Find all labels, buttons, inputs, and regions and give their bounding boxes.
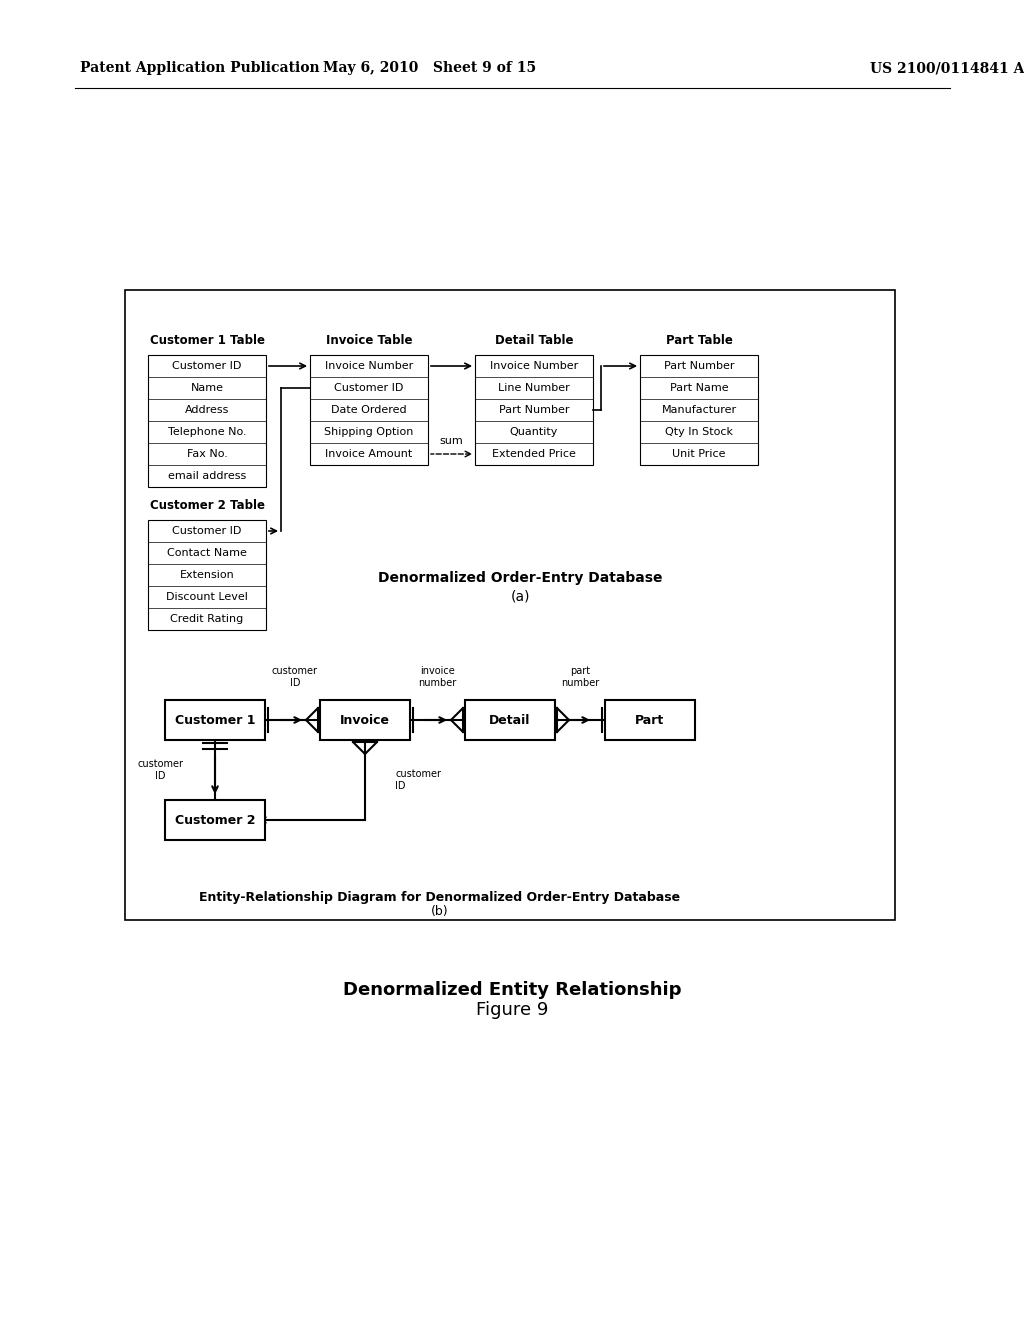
Text: Invoice Number: Invoice Number	[325, 360, 413, 371]
Bar	[465, 700, 555, 741]
Text: Credit Rating: Credit Rating	[170, 614, 244, 624]
Text: Invoice Number: Invoice Number	[489, 360, 579, 371]
Text: Name: Name	[190, 383, 223, 393]
Text: Customer 1 Table: Customer 1 Table	[150, 334, 264, 347]
Bar	[640, 355, 758, 465]
Text: Part: Part	[635, 714, 665, 726]
Bar	[148, 520, 266, 630]
Bar	[165, 700, 265, 741]
Bar	[319, 700, 410, 741]
Bar	[125, 290, 895, 920]
Text: US 2100/0114841 A1: US 2100/0114841 A1	[870, 61, 1024, 75]
Text: May 6, 2010   Sheet 9 of 15: May 6, 2010 Sheet 9 of 15	[324, 61, 537, 75]
Text: Figure 9: Figure 9	[476, 1001, 548, 1019]
Text: Invoice: Invoice	[340, 714, 390, 726]
Text: customer
ID: customer ID	[137, 759, 183, 781]
Text: Contact Name: Contact Name	[167, 548, 247, 558]
Text: Detail Table: Detail Table	[495, 334, 573, 347]
Text: Part Number: Part Number	[664, 360, 734, 371]
Text: Customer 2 Table: Customer 2 Table	[150, 499, 264, 512]
Text: Patent Application Publication: Patent Application Publication	[80, 61, 319, 75]
Text: email address: email address	[168, 471, 246, 480]
Bar	[165, 800, 265, 840]
Text: Shipping Option: Shipping Option	[325, 426, 414, 437]
Text: Telephone No.: Telephone No.	[168, 426, 247, 437]
Text: customer
ID: customer ID	[272, 667, 318, 688]
Text: Unit Price: Unit Price	[672, 449, 726, 459]
Text: (a): (a)	[510, 589, 529, 603]
Text: Denormalized Entity Relationship: Denormalized Entity Relationship	[343, 981, 681, 999]
Text: sum: sum	[439, 436, 464, 446]
Text: Part Table: Part Table	[666, 334, 732, 347]
Text: Fax No.: Fax No.	[186, 449, 227, 459]
Bar	[475, 355, 593, 465]
Text: Customer 1: Customer 1	[175, 714, 255, 726]
Text: Customer 2: Customer 2	[175, 813, 255, 826]
Bar	[605, 700, 695, 741]
Bar	[310, 355, 428, 465]
Text: (b): (b)	[431, 906, 449, 919]
Text: Part Number: Part Number	[499, 405, 569, 414]
Text: Detail: Detail	[489, 714, 530, 726]
Text: Extension: Extension	[179, 570, 234, 579]
Text: Invoice Amount: Invoice Amount	[326, 449, 413, 459]
Text: Manufacturer: Manufacturer	[662, 405, 736, 414]
Text: Date Ordered: Date Ordered	[331, 405, 407, 414]
Text: part
number: part number	[561, 667, 599, 688]
Text: Qty In Stock: Qty In Stock	[665, 426, 733, 437]
Text: Quantity: Quantity	[510, 426, 558, 437]
Text: Denormalized Order-Entry Database: Denormalized Order-Entry Database	[378, 572, 663, 585]
Text: Customer ID: Customer ID	[334, 383, 403, 393]
Text: Line Number: Line Number	[498, 383, 570, 393]
Text: Address: Address	[184, 405, 229, 414]
Text: invoice
number: invoice number	[419, 667, 457, 688]
Bar	[148, 355, 266, 487]
Text: Discount Level: Discount Level	[166, 591, 248, 602]
Text: Invoice Table: Invoice Table	[326, 334, 413, 347]
Text: Customer ID: Customer ID	[172, 360, 242, 371]
Text: Part Name: Part Name	[670, 383, 728, 393]
Text: Customer ID: Customer ID	[172, 525, 242, 536]
Text: Entity-Relationship Diagram for Denormalized Order-Entry Database: Entity-Relationship Diagram for Denormal…	[200, 891, 681, 904]
Text: Extended Price: Extended Price	[493, 449, 575, 459]
Text: customer
ID: customer ID	[395, 770, 441, 791]
